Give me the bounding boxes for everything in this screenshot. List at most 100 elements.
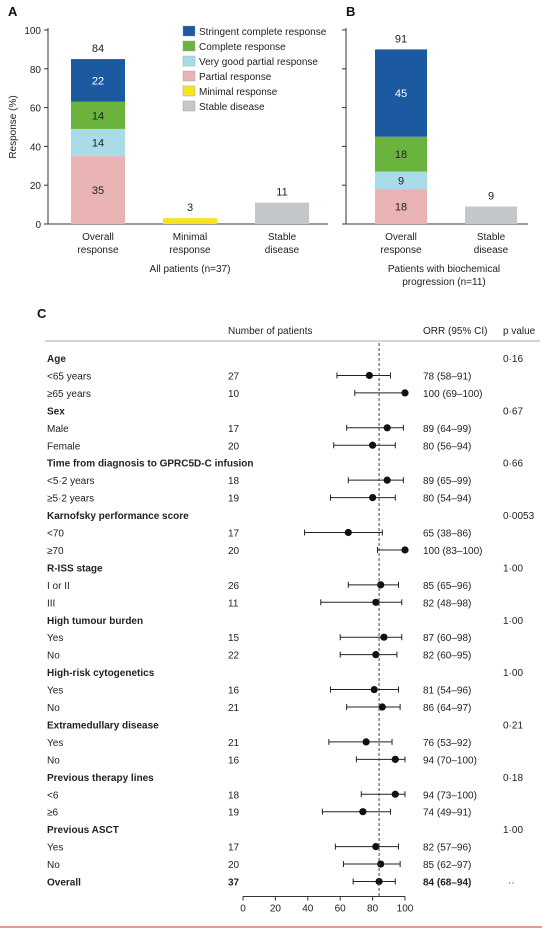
forest-n-value: 20	[228, 860, 240, 871]
panel-a-x-axis-label: All patients (n=37)	[150, 264, 231, 275]
panel-a-y-tick-label: 0	[35, 220, 41, 231]
panel-a-y-tick-label: 40	[30, 142, 42, 153]
forest-header-p: p value	[503, 326, 536, 337]
legend-label: Partial response	[199, 72, 272, 83]
forest-n-value: 37	[228, 878, 240, 889]
forest-n-value: 20	[228, 441, 240, 452]
forest-orr-value: 78 (58–91)	[423, 371, 471, 382]
legend-label: Stable disease	[199, 102, 265, 113]
forest-point-estimate	[375, 877, 383, 886]
panel-a-category-label: response	[77, 245, 119, 256]
panel-b-x-axis-label: progression (n=11)	[402, 277, 485, 288]
forest-group-label: Previous ASCT	[47, 825, 119, 836]
forest-point-estimate	[383, 424, 391, 432]
forest-point-estimate	[372, 843, 380, 851]
forest-subgroup-label: No	[47, 860, 60, 871]
forest-point-estimate	[378, 703, 386, 711]
panel-a-y-tick-label: 20	[30, 181, 42, 192]
panel-b-segment-label: 18	[395, 149, 407, 161]
panel-b-category-label: Overall	[385, 232, 417, 243]
forest-header-orr: ORR (95% CI)	[423, 326, 487, 337]
forest-subgroup-label: <65 years	[47, 371, 91, 382]
panel-a-category-label: Overall	[82, 232, 114, 243]
forest-subgroup-label: <5·2 years	[47, 476, 95, 487]
forest-orr-value: 87 (60–98)	[423, 633, 471, 644]
forest-orr-value: 89 (65–99)	[423, 476, 471, 487]
forest-point-estimate	[344, 528, 352, 537]
forest-x-tick-label: 20	[270, 904, 282, 915]
forest-point-estimate	[401, 546, 409, 554]
forest-group-label: Time from diagnosis to GPRC5D-C infusion	[47, 459, 254, 470]
panel-b-category-label: disease	[474, 245, 509, 256]
forest-orr-value: 65 (38–86)	[423, 529, 471, 540]
forest-header-n: Number of patients	[228, 326, 313, 337]
panel-b-bar-segment	[375, 171, 427, 190]
panel-a-category-label: Minimal	[173, 232, 207, 243]
panel-b-category-label: response	[380, 245, 422, 256]
panel-b-bar-segment	[375, 136, 427, 172]
panel-a-category-label: disease	[265, 245, 300, 256]
forest-p-value: 0·18	[503, 773, 523, 784]
forest-orr-value: 85 (65–96)	[423, 581, 471, 592]
forest-subgroup-label: No	[47, 651, 60, 662]
forest-group-label: Karnofsky performance score	[47, 511, 189, 522]
forest-subgroup-label: I or II	[47, 581, 70, 592]
panel-b-segment-label: 9	[398, 175, 404, 187]
forest-point-estimate	[377, 860, 385, 868]
forest-p-value: 0·21	[503, 720, 523, 731]
forest-subgroup-label: ≥6	[47, 808, 58, 819]
forest-subgroup-label: Male	[47, 424, 69, 435]
legend-swatch	[182, 100, 196, 112]
panel-a-bar-segment	[71, 128, 125, 157]
forest-point-estimate	[370, 685, 378, 694]
panel-a-segment-label: 22	[92, 75, 104, 87]
legend-swatch	[182, 25, 196, 37]
forest-p-value: 1·00	[503, 616, 523, 627]
forest-n-value: 17	[228, 529, 240, 540]
panel-b-x-axis-label: Patients with biochemical	[388, 264, 500, 275]
forest-p-value: 0·0053	[503, 511, 535, 522]
legend-swatch	[182, 40, 196, 52]
panel-c-letter: C	[37, 306, 47, 321]
panel-a-y-tick-label: 60	[30, 104, 42, 115]
forest-n-value: 19	[228, 808, 240, 819]
panel-a-y-tick-label: 100	[24, 26, 41, 37]
forest-group-label: Age	[47, 354, 66, 365]
forest-p-value: 1·00	[503, 825, 523, 836]
forest-subgroup-label: ≥70	[47, 546, 64, 557]
forest-orr-value: 80 (56–94)	[423, 441, 471, 452]
forest-n-value: 15	[228, 633, 240, 644]
forest-x-tick-label: 60	[335, 904, 347, 915]
forest-orr-value: 94 (70–100)	[423, 755, 477, 766]
forest-p-value: 0·16	[503, 354, 523, 365]
legend-label: Very good partial response	[199, 57, 318, 68]
forest-n-value: 18	[228, 790, 240, 801]
forest-orr-value: 94 (73–100)	[423, 790, 477, 801]
panel-a-segment-label: 14	[92, 110, 104, 122]
legend-label: Minimal response	[199, 87, 278, 98]
forest-subgroup-label: No	[47, 755, 60, 766]
forest-point-estimate	[391, 790, 399, 798]
forest-orr-value: 80 (54–94)	[423, 494, 471, 505]
panel-a-total-label: 84	[92, 43, 104, 55]
forest-n-value: 17	[228, 843, 240, 854]
forest-point-estimate	[372, 651, 380, 659]
forest-subgroup-label: Yes	[47, 738, 63, 749]
panel-a-y-tick-label: 80	[30, 65, 42, 76]
forest-orr-value: 100 (83–100)	[423, 546, 483, 557]
forest-x-tick-label: 40	[302, 904, 314, 915]
forest-point-estimate	[401, 389, 409, 397]
forest-point-estimate	[391, 755, 399, 763]
forest-group-label: High tumour burden	[47, 616, 143, 627]
panel-a-total-label: 11	[276, 187, 287, 199]
panel-b-bar-segment	[375, 49, 427, 137]
forest-p-value: 1·00	[503, 668, 523, 679]
legend-label: Complete response	[199, 42, 286, 53]
forest-n-value: 11	[228, 598, 239, 609]
forest-n-value: 21	[228, 738, 240, 749]
forest-orr-value: 82 (48–98)	[423, 598, 471, 609]
panel-a-bar-segment	[255, 202, 309, 224]
forest-n-value: 19	[228, 494, 240, 505]
forest-point-estimate	[362, 738, 370, 746]
forest-group-label: Sex	[47, 406, 65, 417]
